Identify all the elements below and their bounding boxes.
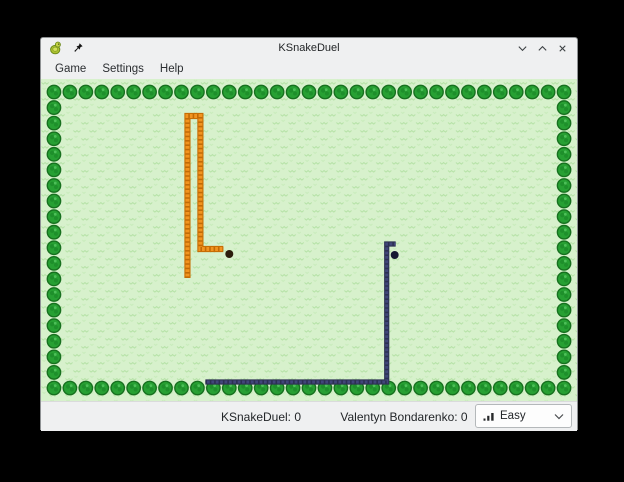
minimize-button[interactable] <box>516 42 529 55</box>
window-title: KSnakeDuel <box>278 42 340 54</box>
chevron-down-icon <box>554 413 564 419</box>
snake-trails <box>184 112 399 385</box>
snake-trail <box>205 241 399 385</box>
menubar: Game Settings Help <box>41 58 577 79</box>
menu-game[interactable]: Game <box>55 62 87 75</box>
player2-score: Valentyn Bondarenko: 0 <box>340 410 468 424</box>
difficulty-bars-icon <box>483 412 494 421</box>
player1-score: KSnakeDuel: 0 <box>220 410 302 424</box>
menu-help[interactable]: Help <box>159 62 184 75</box>
statusbar: KSnakeDuel: 0 Valentyn Bondarenko: 0 Eas… <box>41 401 577 431</box>
menu-settings[interactable]: Settings <box>102 62 144 75</box>
titlebar: KSnakeDuel <box>41 38 577 58</box>
ksnakeduel-window: KSnakeDuel Game Settings Hel <box>40 37 578 431</box>
maximize-icon <box>538 45 547 51</box>
pin-icon[interactable] <box>72 42 84 54</box>
difficulty-value: Easy <box>500 410 526 422</box>
game-canvas <box>41 79 577 401</box>
app-snake-icon[interactable] <box>49 41 63 55</box>
close-button[interactable] <box>556 42 569 55</box>
minimize-icon <box>518 45 527 51</box>
maximize-button[interactable] <box>536 42 549 55</box>
close-icon <box>559 44 566 52</box>
snake-trail <box>184 112 234 278</box>
window-controls <box>516 42 569 55</box>
snake-head <box>390 251 399 259</box>
titlebar-left-icons <box>49 41 84 55</box>
difficulty-dropdown[interactable]: Easy <box>475 404 572 428</box>
snake-head <box>225 250 234 258</box>
